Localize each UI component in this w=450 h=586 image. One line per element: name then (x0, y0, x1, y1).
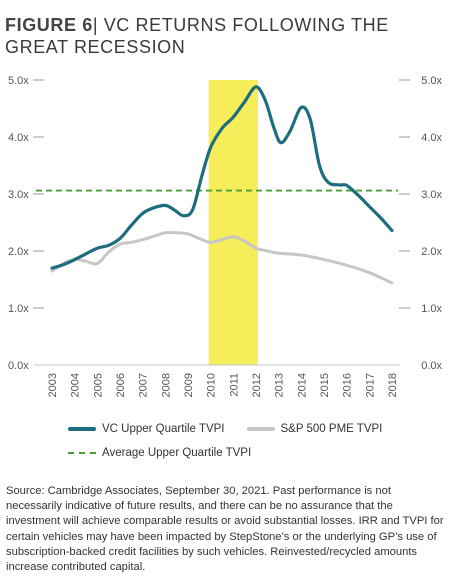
legend-item-avg: Average Upper Quartile TVPI (68, 447, 251, 459)
x-tick-label-2005: 2005 (92, 373, 104, 397)
legend-label-sp: S&P 500 PME TVPI (280, 423, 383, 435)
x-tick-label-2007: 2007 (138, 373, 150, 397)
y-tick-left-4: 4.0x (8, 132, 29, 144)
legend-swatch-vc (68, 427, 96, 431)
legend-label-vc: VC Upper Quartile TVPI (102, 423, 225, 435)
y-tick-right-4: 4.0x (421, 132, 442, 144)
x-tick-label-2010: 2010 (206, 373, 218, 397)
figure-label: FIGURE 6 (5, 15, 93, 35)
x-tick-label-2016: 2016 (342, 373, 354, 397)
legend-label-avg: Average Upper Quartile TVPI (102, 447, 252, 459)
legend-swatch-avg (68, 452, 96, 454)
series-line-vc-upper-quartile (50, 85, 394, 270)
x-tick-label-2012: 2012 (251, 373, 263, 397)
legend-swatch-sp (246, 427, 275, 431)
chart-legend: VC Upper Quartile TVPI S&P 500 PME TVPI … (68, 417, 404, 465)
x-tick-label-2008: 2008 (160, 373, 172, 397)
y-tick-right-1: 1.0x (421, 303, 442, 315)
legend-item-sp: S&P 500 PME TVPI (246, 423, 383, 435)
x-tick-label-2017: 2017 (364, 373, 376, 397)
vc-returns-chart: 0.0x 0.0x 1.0x 1.0x 2.0x 2.0x 3.0x 3.0x 4.0x 4.0x… (8, 75, 442, 397)
y-tick-left-0: 0.0x (8, 360, 29, 372)
y-tick-right-3: 3.0x (421, 189, 442, 201)
x-tick-label-2014: 2014 (296, 373, 308, 397)
y-tick-left-1: 1.0x (8, 303, 29, 315)
x-tick-label-2013: 2013 (274, 373, 286, 397)
y-tick-left-5: 5.0x (8, 75, 29, 87)
y-tick-right-5: 5.0x (421, 75, 442, 87)
y-tick-left-3: 3.0x (8, 189, 29, 201)
y-tick-right-0: 0.0x (421, 360, 442, 372)
x-tick-label-2018: 2018 (387, 373, 399, 397)
x-tick-label-2009: 2009 (183, 373, 195, 397)
figure-title-text: | VC RETURNS FOLLOWING THE GREAT RECESSI… (5, 15, 389, 57)
figure-title: FIGURE 6| VC RETURNS FOLLOWING THE GREAT… (5, 14, 445, 58)
x-tick-label-2003: 2003 (47, 373, 59, 397)
highlight-band-2010-2012 (208, 80, 258, 365)
source-note: Source: Cambridge Associates, September … (6, 485, 444, 574)
x-tick-label-2006: 2006 (115, 373, 127, 397)
series-line-sp500-pme (50, 230, 394, 285)
y-tick-left-2: 2.0x (8, 246, 29, 258)
x-tick-label-2004: 2004 (70, 373, 82, 397)
x-tick-label-2015: 2015 (319, 373, 331, 397)
x-tick-label-2011: 2011 (228, 373, 240, 397)
y-tick-right-2: 2.0x (421, 246, 442, 258)
legend-item-vc: VC Upper Quartile TVPI (68, 423, 225, 435)
